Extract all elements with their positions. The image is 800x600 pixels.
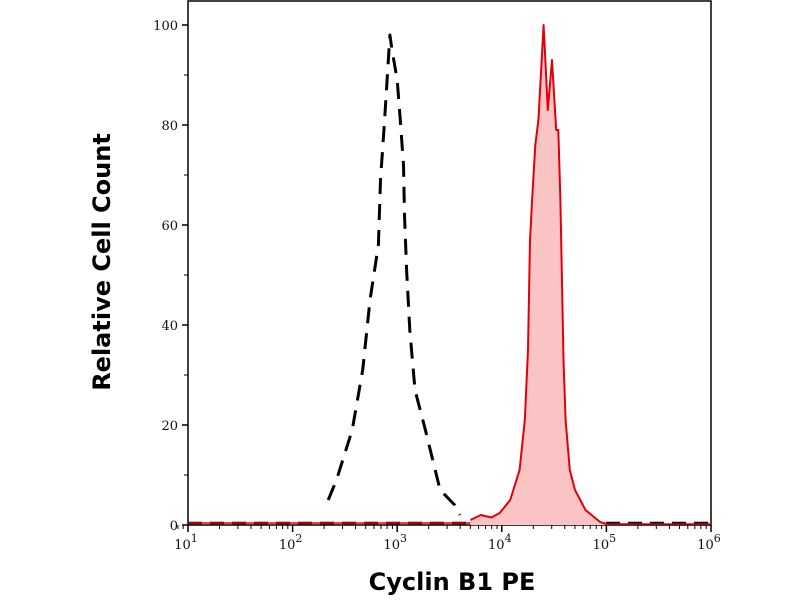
- x-tick-label: 102: [279, 532, 303, 553]
- series-line-1: [469, 24, 610, 526]
- y-tick-label: 0: [170, 519, 178, 534]
- y-tick-label: 60: [161, 219, 178, 234]
- y-tick-label: 80: [161, 119, 178, 134]
- x-axis-title: Cyclin B1 PE: [369, 568, 536, 596]
- y-axis-title: Relative Cell Count: [88, 133, 116, 391]
- x-tick-label: 105: [593, 532, 617, 553]
- y-tick-label: 20: [161, 419, 178, 434]
- x-tick-label: 103: [383, 532, 407, 553]
- y-tick-label: 100: [153, 19, 178, 34]
- plot-frame: [187, 0, 712, 526]
- y-tick-label: 40: [161, 319, 178, 334]
- x-tick-label: 106: [697, 532, 721, 553]
- series-line-0: [326, 33, 462, 516]
- x-tick-label: 104: [488, 532, 512, 553]
- series-fill-1: [470, 25, 610, 525]
- plot-area: 0 20 40 60 80 100 101 102 103 104 105 106: [153, 0, 721, 553]
- x-tick-label: 101: [174, 532, 198, 553]
